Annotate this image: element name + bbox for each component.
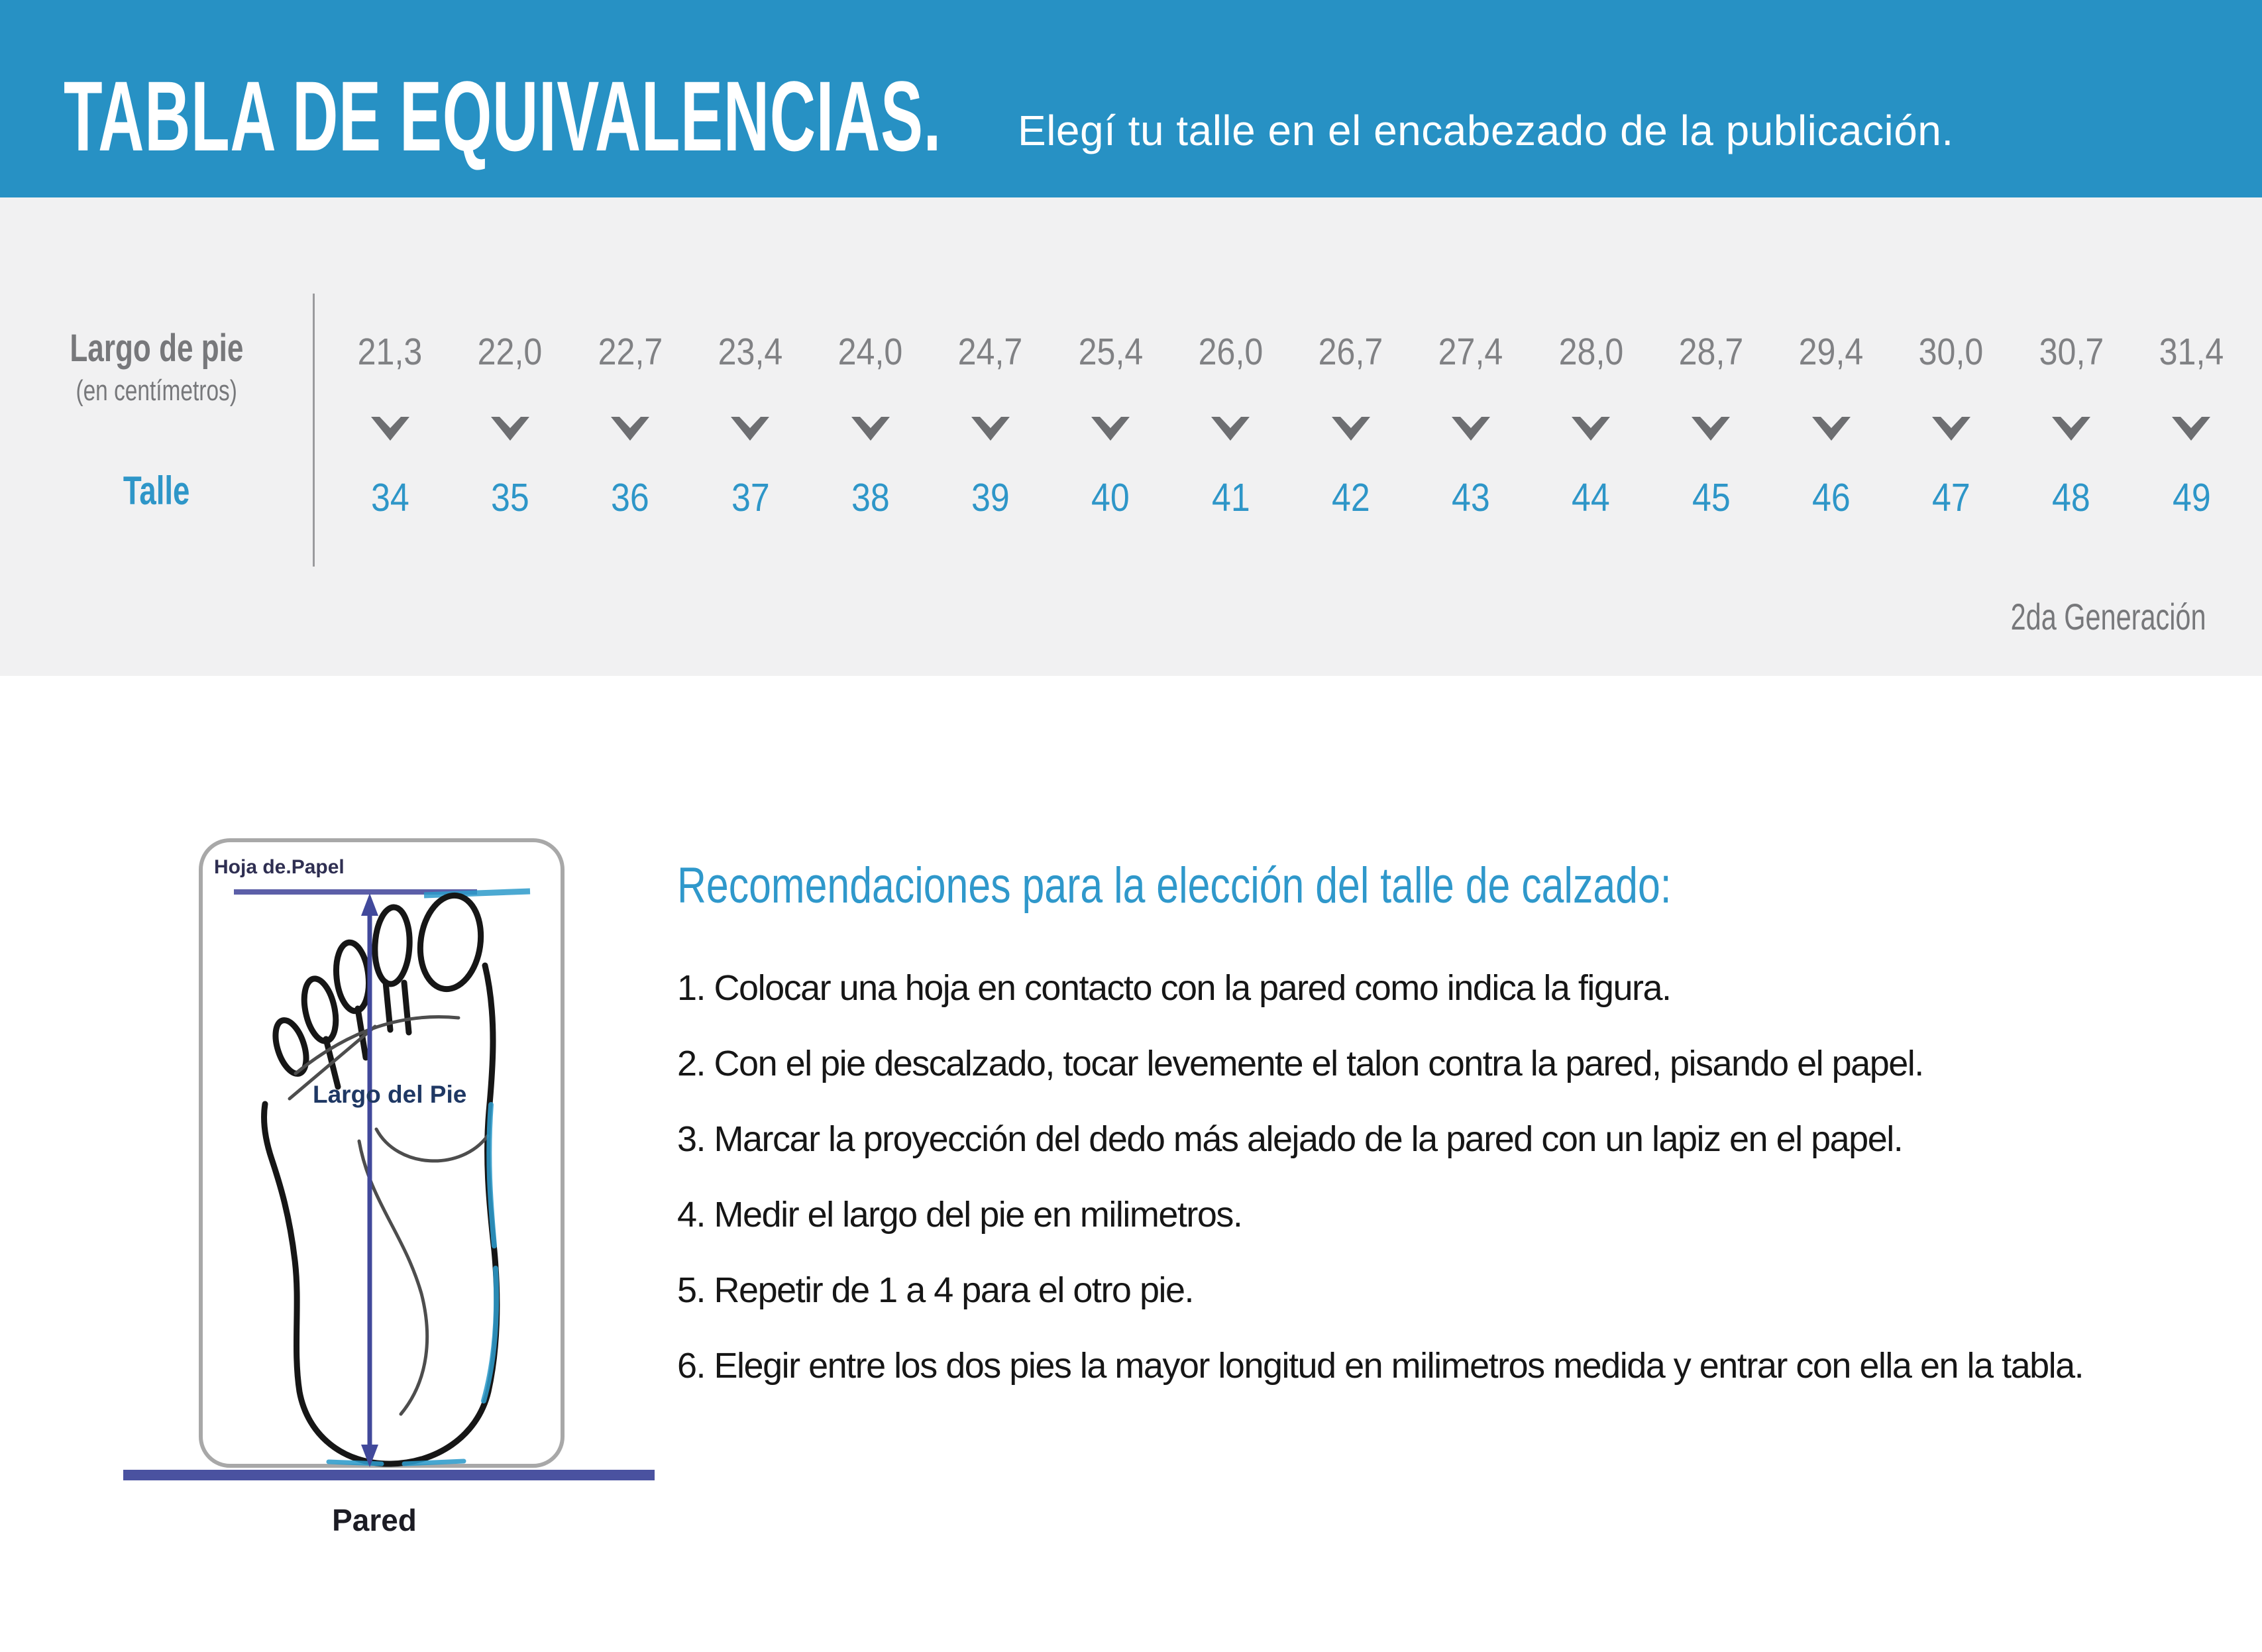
chevron-down-icon [2172,416,2211,441]
size-value: 44 [1572,475,1610,520]
size-column: 31,4 49 [2131,317,2251,532]
measure-line-highlight [423,888,531,899]
cm-value: 25,4 [1078,330,1143,373]
paper-label: Hoja de.Papel [214,856,345,878]
size-value: 35 [490,475,529,520]
size-column: 30,7 48 [2012,317,2131,532]
size-column: 25,4 40 [1051,317,1171,532]
chevron-down-icon [1331,416,1370,441]
cm-value: 24,7 [958,330,1023,373]
size-value: 45 [1692,475,1731,520]
size-value: 43 [1451,475,1490,520]
cm-value: 21,3 [357,330,423,373]
size-value: 36 [611,475,649,520]
cm-value: 22,7 [598,330,663,373]
cm-value: 22,0 [478,330,543,373]
recommendation-item: 5. Repetir de 1 a 4 para el otro pie. [677,1270,1195,1310]
size-column: 26,0 41 [1171,317,1291,532]
size-column: 23,4 37 [690,317,810,532]
size-value: 39 [971,475,1010,520]
measure-arrow [361,893,378,1467]
cm-value: 31,4 [2159,330,2224,373]
size-value: 40 [1091,475,1130,520]
size-value: 46 [1811,475,1851,520]
page-title-text: TABLA DE EQUIVALENCIAS. [64,60,942,172]
foot-length-label: Largo de pie [69,327,244,370]
size-column: 29,4 46 [1771,317,1891,532]
paper-outline [199,838,565,1468]
recommendation-item: 2. Con el pie descalzado, tocar levement… [677,1043,1924,1083]
foot-measure-diagram: Hoja de.Papel Largo del Pie Pared [123,838,655,1537]
chevron-down-icon [1091,416,1130,441]
chevron-down-icon [1692,416,1731,441]
chevron-down-icon [1931,416,1970,441]
recommendations-section: Recomendaciones para la elección del tal… [677,858,2188,1404]
page-subtitle: Elegí tu talle en el encabezado de la pu… [1018,107,1954,154]
column-divider [313,294,315,567]
chevron-down-icon [1211,416,1250,441]
size-value: 37 [731,475,770,520]
chevron-down-icon [1811,416,1851,441]
size-column: 22,7 36 [570,317,690,532]
chevron-down-icon [370,416,409,441]
recommendation-item: 4. Medir el largo del pie en milimetros. [677,1194,1243,1235]
cm-value: 26,7 [1318,330,1383,373]
cm-value: 27,4 [1438,330,1503,373]
foot-edge-highlight [326,1102,500,1466]
size-value: 49 [2172,475,2211,520]
chevron-down-icon [1572,416,1611,441]
chevron-down-icon [971,416,1010,441]
generation-note: 2da Generación [2011,596,2206,637]
cm-value: 26,0 [1198,330,1264,373]
size-column: 27,4 43 [1411,317,1531,532]
size-value: 42 [1331,475,1370,520]
foot-length-sublabel: (en centímetros) [76,374,237,407]
size-column: 24,7 39 [930,317,1050,532]
size-column: 30,0 47 [1891,317,2011,532]
size-label: Talle [123,468,190,513]
wall-line [123,1470,655,1480]
header-banner: TABLA DE EQUIVALENCIAS. Elegí tu talle e… [0,0,2262,197]
recommendation-item: 1. Colocar una hoja en contacto con la p… [677,967,1672,1008]
row-labels: Largo de pie (en centímetros) Talle [20,328,293,512]
size-column: 28,0 44 [1531,317,1651,532]
chevron-down-icon [731,416,770,441]
size-column: 28,7 45 [1651,317,1771,532]
cm-value: 24,0 [837,330,903,373]
size-column: 22,0 35 [450,317,570,532]
cm-value: 28,0 [1558,330,1623,373]
chevron-down-icon [1451,416,1490,441]
cm-value: 30,0 [1919,330,1984,373]
size-value: 34 [370,475,409,520]
chevron-down-icon [490,416,529,441]
cm-value: 23,4 [718,330,783,373]
chevron-down-icon [611,416,650,441]
size-column: 24,0 38 [810,317,930,532]
size-value: 38 [851,475,890,520]
page-title: TABLA DE EQUIVALENCIAS. [64,66,1018,166]
recommendations-heading: Recomendaciones para la elección del tal… [677,857,1672,914]
size-value: 47 [1931,475,1970,520]
chevron-down-icon [851,416,890,441]
wall-label: Pared [332,1503,417,1537]
chevron-down-icon [2052,416,2091,441]
recommendation-item: 3. Marcar la proyección del dedo más ale… [677,1119,1904,1159]
size-column: 21,3 34 [330,317,450,532]
recommendation-item: 6. Elegir entre los dos pies la mayor lo… [677,1345,2084,1386]
foot-length-annotation: Largo del Pie [313,1081,466,1108]
cm-value: 28,7 [1678,330,1744,373]
size-columns: 21,3 34 22,0 35 22,7 36 23,4 37 24,0 38 … [330,317,2251,532]
size-column: 26,7 42 [1291,317,1411,532]
size-value: 48 [2052,475,2090,520]
cm-value: 29,4 [1798,330,1864,373]
cm-value: 30,7 [2039,330,2104,373]
equivalence-table-section: Largo de pie (en centímetros) Talle 21,3… [0,197,2262,676]
recommendations-list: 1. Colocar una hoja en contacto con la p… [677,950,2188,1404]
foot-sketch-lines [288,1015,490,1416]
size-value: 41 [1211,475,1250,520]
